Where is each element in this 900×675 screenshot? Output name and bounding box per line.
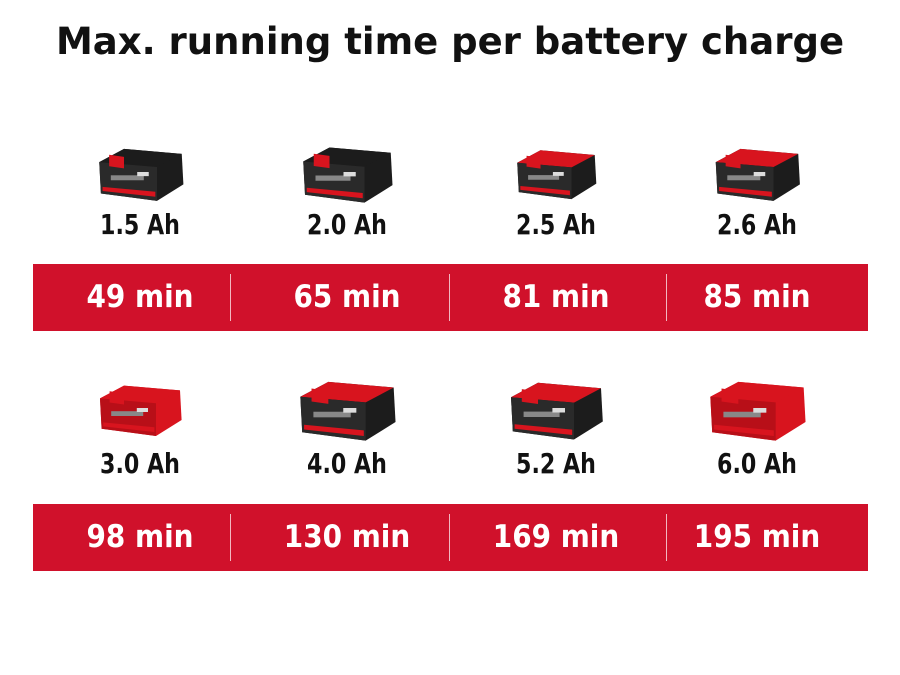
runtime-value: 65 min [293,279,401,315]
runtime-value: 81 min [502,279,610,315]
runtime-band: 49 min 65 min 81 min 85 min [33,264,868,331]
battery-capacity: 2.6 Ah [717,208,797,241]
runtime-value: 169 min [492,519,620,555]
page-title: Max. running time per battery charge [55,20,845,63]
divider [449,514,450,561]
battery-pack-icon [291,369,403,447]
runtime-value: 85 min [703,279,811,315]
divider [666,514,667,561]
battery-capacity: 5.2 Ah [516,447,596,480]
battery-capacity: 3.0 Ah [100,447,180,480]
battery-pack-icon [501,141,611,203]
runtime-band: 98 min 130 min 169 min 195 min [33,504,868,571]
divider [230,514,231,561]
battery-capacity: 4.0 Ah [307,447,387,480]
divider [230,274,231,321]
battery-capacity: 2.5 Ah [516,208,596,241]
battery-pack-icon [502,366,610,450]
battery-capacity: 6.0 Ah [717,447,797,480]
battery-pack-icon [88,139,193,205]
battery-capacity: 1.5 Ah [100,208,180,241]
runtime-value: 195 min [693,519,821,555]
runtime-value: 98 min [86,519,194,555]
divider [449,274,450,321]
battery-pack-icon [292,137,402,207]
divider [666,274,667,321]
runtime-value: 130 min [283,519,411,555]
runtime-value: 49 min [86,279,194,315]
battery-pack-icon [86,376,194,440]
battery-pack-icon [701,139,813,205]
battery-capacity: 2.0 Ah [307,208,387,241]
battery-pack-icon [701,368,813,448]
